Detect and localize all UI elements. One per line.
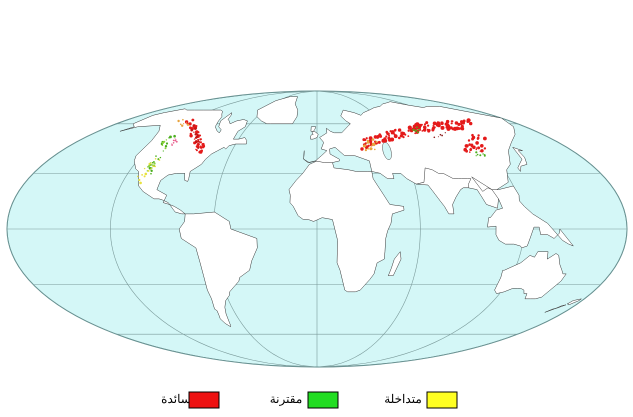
svg-text:مقترنة: مقترنة [270,392,303,406]
svg-text:سائدة: سائدة [161,392,191,406]
svg-text:متداخلة: متداخلة [384,392,422,406]
